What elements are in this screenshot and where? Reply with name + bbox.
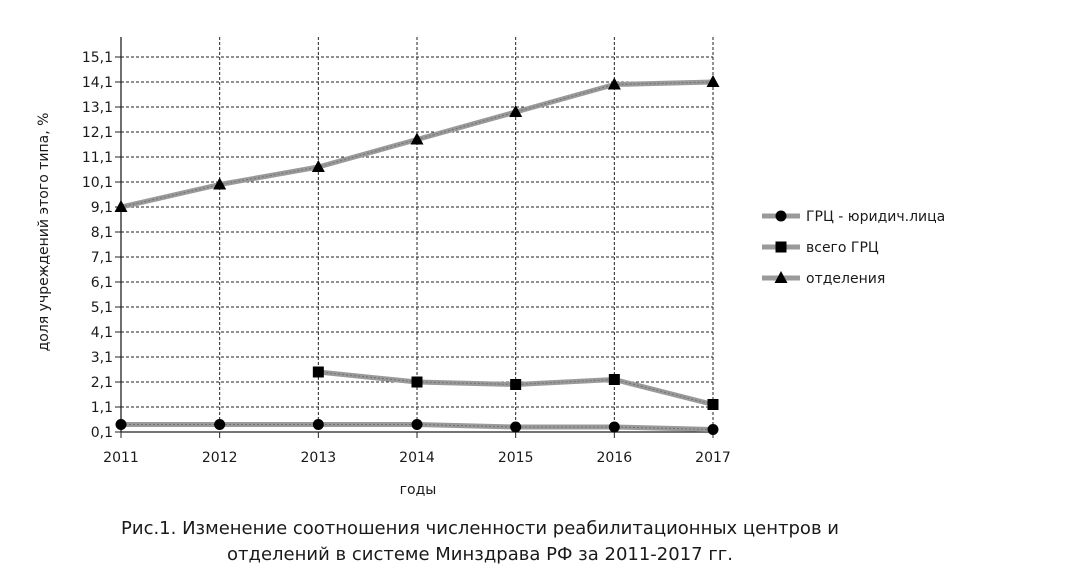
y-tick-label: 3,1 <box>91 350 113 366</box>
x-tick-label: 2012 <box>202 450 238 466</box>
series-1-point <box>707 424 719 435</box>
series-1-point <box>510 421 522 433</box>
series-2-point <box>411 376 423 388</box>
x-tick-label: 2014 <box>399 450 435 466</box>
series-1-point <box>214 419 226 430</box>
y-tick-label: 14,1 <box>82 75 113 91</box>
series-1-point <box>608 421 620 433</box>
x-axis-title: годы <box>400 482 437 498</box>
x-tick-label: 2017 <box>695 450 731 466</box>
legend-marker-3 <box>774 271 788 283</box>
y-tick-label: 7,1 <box>91 250 113 266</box>
series-2-point <box>510 379 522 390</box>
series-3-point <box>311 160 325 172</box>
y-tick-label: 0,1 <box>91 425 113 441</box>
x-tick-label: 2015 <box>498 450 534 466</box>
y-tick-label: 13,1 <box>82 100 113 116</box>
series-1-point <box>411 419 423 430</box>
legend-marker-2 <box>775 241 787 253</box>
y-tick-label: 12,1 <box>82 125 113 141</box>
grid-layer <box>120 37 714 433</box>
series-3-point <box>114 200 128 212</box>
y-axis-title: доля учреждений этого типа, % <box>36 113 52 352</box>
series-3-point <box>509 105 523 117</box>
legend-label-1: ГРЦ - юридич.лица <box>806 209 945 225</box>
axis-layer: 0,1 1,1 2,1 3,1 4,1 5,1 6,1 7,1 8,1 9,1 10,1 11,1 12… <box>82 37 731 466</box>
series-2-point <box>312 366 324 378</box>
legend: ГРЦ - юридич.лица всего ГРЦ отделения <box>762 209 945 287</box>
x-tick-label: 2016 <box>597 450 633 466</box>
y-tick-label: 8,1 <box>91 225 113 241</box>
series-2-point <box>608 374 620 385</box>
y-tick-label: 9,1 <box>91 200 113 216</box>
series-layer <box>114 75 720 435</box>
y-tick-label: 10,1 <box>82 175 113 191</box>
figure-caption: Рис.1. Изменение соотношения численности… <box>0 516 960 568</box>
caption-line-2: отделений в системе Минздрава РФ за 2011… <box>227 544 733 565</box>
series-1-point <box>312 419 324 430</box>
series-3-point <box>706 75 720 87</box>
x-tick-label: 2013 <box>301 450 337 466</box>
series-3-point <box>213 177 227 190</box>
legend-label-2: всего ГРЦ <box>806 240 879 256</box>
y-tick-label: 11,1 <box>82 150 113 166</box>
series-2-point <box>707 399 719 410</box>
y-tick-label: 15,1 <box>82 50 113 66</box>
legend-label-3: отделения <box>806 271 885 287</box>
series-3-point <box>607 77 621 90</box>
y-tick-label: 6,1 <box>91 275 113 291</box>
legend-marker-1 <box>775 210 787 222</box>
caption-line-1: Рис.1. Изменение соотношения численности… <box>121 518 839 539</box>
x-tick-label: 2011 <box>103 450 139 466</box>
line-chart: 0,1 1,1 2,1 3,1 4,1 5,1 6,1 7,1 8,1 9,1 10,1 11,1 12… <box>36 37 945 498</box>
series-1-point <box>115 419 127 430</box>
y-tick-label: 5,1 <box>91 300 113 316</box>
y-tick-label: 2,1 <box>91 375 113 391</box>
series-3-point <box>410 132 424 145</box>
y-tick-label: 4,1 <box>91 325 113 341</box>
y-tick-label: 1,1 <box>91 400 113 416</box>
